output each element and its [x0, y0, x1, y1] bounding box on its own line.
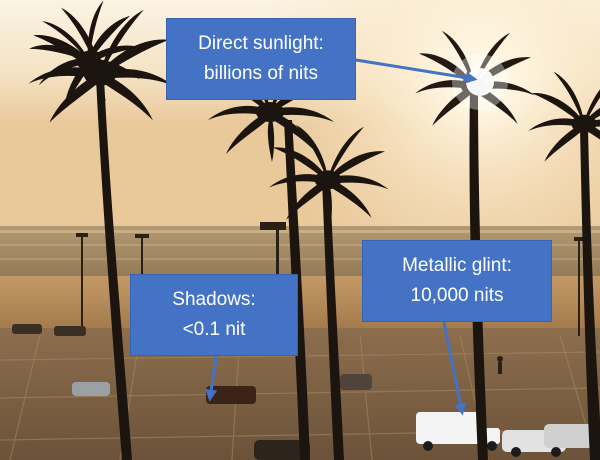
- glint-callout-title: Metallic glint:: [402, 255, 512, 276]
- sunlight-callout: Direct sunlight: billions of nits: [166, 18, 356, 100]
- glint-callout: Metallic glint: 10,000 nits: [362, 240, 552, 322]
- shadows-callout: Shadows: <0.1 nit: [130, 274, 298, 356]
- sunlight-callout-title: Direct sunlight:: [198, 33, 324, 54]
- shadows-callout-title: Shadows:: [172, 289, 256, 310]
- glint-callout-value: 10,000 nits: [410, 285, 504, 306]
- shadows-callout-value: <0.1 nit: [182, 319, 246, 340]
- sunlight-callout-value: billions of nits: [203, 63, 319, 84]
